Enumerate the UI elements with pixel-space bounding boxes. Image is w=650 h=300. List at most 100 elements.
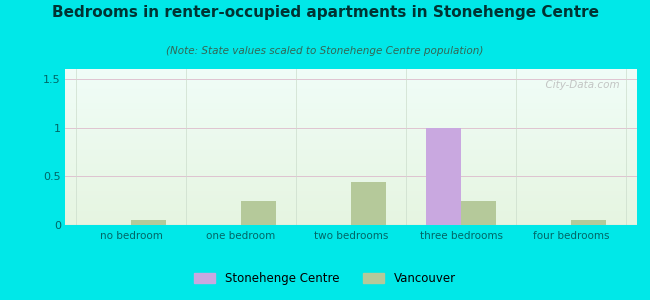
Text: City-Data.com: City-Data.com [540, 80, 620, 90]
Bar [65, 117, 637, 118]
Bar [571, 220, 606, 225]
Bar [65, 166, 637, 167]
Bar [65, 216, 637, 217]
Bar [65, 70, 637, 71]
Bar [65, 187, 637, 188]
Bar [65, 193, 637, 194]
Bar [65, 136, 637, 137]
Bar [65, 102, 637, 103]
Bar [65, 178, 637, 179]
Bar [65, 110, 637, 111]
Bar [65, 95, 637, 96]
Bar [65, 147, 637, 148]
Bar [65, 170, 637, 171]
Bar [65, 205, 637, 206]
Bar [65, 188, 637, 189]
Bar [65, 104, 637, 105]
Bar [65, 116, 637, 117]
Bar [65, 140, 637, 141]
Bar [65, 220, 637, 221]
Bar [65, 107, 637, 108]
Bar [65, 77, 637, 78]
Bar [65, 156, 637, 157]
Bar [65, 185, 637, 186]
Bar [65, 84, 637, 85]
Bar [65, 125, 637, 126]
Bar [65, 203, 637, 204]
Bar [65, 76, 637, 77]
Bar [65, 99, 637, 100]
Bar [65, 182, 637, 183]
Bar [65, 206, 637, 207]
Bar [65, 213, 637, 214]
Bar [65, 194, 637, 195]
Bar [65, 215, 637, 216]
Bar [65, 106, 637, 107]
Bar [351, 182, 386, 225]
Bar [65, 118, 637, 119]
Bar [65, 80, 637, 81]
Bar [65, 74, 637, 75]
Bar [65, 168, 637, 169]
Bar [65, 87, 637, 88]
Bar [65, 202, 637, 203]
Bar [65, 129, 637, 130]
Bar [65, 155, 637, 156]
Bar [65, 158, 637, 159]
Bar [65, 146, 637, 147]
Bar [65, 202, 637, 203]
Bar [65, 157, 637, 158]
Bar [65, 164, 637, 165]
Bar [65, 114, 637, 115]
Bar [65, 94, 637, 95]
Bar [65, 176, 637, 177]
Bar [65, 69, 637, 70]
Bar [65, 148, 637, 149]
Bar [426, 128, 461, 225]
Bar [65, 73, 637, 74]
Bar [65, 210, 637, 211]
Bar [65, 101, 637, 102]
Bar [65, 224, 637, 225]
Bar [65, 214, 637, 215]
Bar [65, 179, 637, 180]
Bar [65, 85, 637, 86]
Bar [65, 123, 637, 124]
Bar [65, 180, 637, 181]
Bar [65, 207, 637, 208]
Bar [65, 124, 637, 125]
Bar [65, 97, 637, 98]
Bar [65, 145, 637, 146]
Bar [65, 151, 637, 152]
Bar [65, 121, 637, 122]
Bar [65, 119, 637, 120]
Bar [65, 163, 637, 164]
Bar [65, 173, 637, 174]
Bar [65, 204, 637, 205]
Bar [65, 199, 637, 200]
Legend: Stonehenge Centre, Vancouver: Stonehenge Centre, Vancouver [188, 266, 462, 291]
Bar [65, 222, 637, 223]
Bar [65, 103, 637, 104]
Bar [65, 172, 637, 173]
Bar [65, 86, 637, 87]
Bar [65, 153, 637, 154]
Bar [65, 162, 637, 163]
Bar [65, 100, 637, 101]
Bar [65, 184, 637, 185]
Bar [65, 165, 637, 166]
Bar [65, 90, 637, 91]
Bar [65, 83, 637, 84]
Bar [65, 167, 637, 168]
Bar [65, 130, 637, 131]
Bar [131, 220, 166, 225]
Bar [65, 161, 637, 162]
Bar [65, 113, 637, 114]
Bar [65, 201, 637, 202]
Bar [65, 154, 637, 155]
Text: Bedrooms in renter-occupied apartments in Stonehenge Centre: Bedrooms in renter-occupied apartments i… [51, 4, 599, 20]
Bar [65, 169, 637, 170]
Bar [65, 191, 637, 192]
Bar [65, 133, 637, 134]
Bar [65, 175, 637, 176]
